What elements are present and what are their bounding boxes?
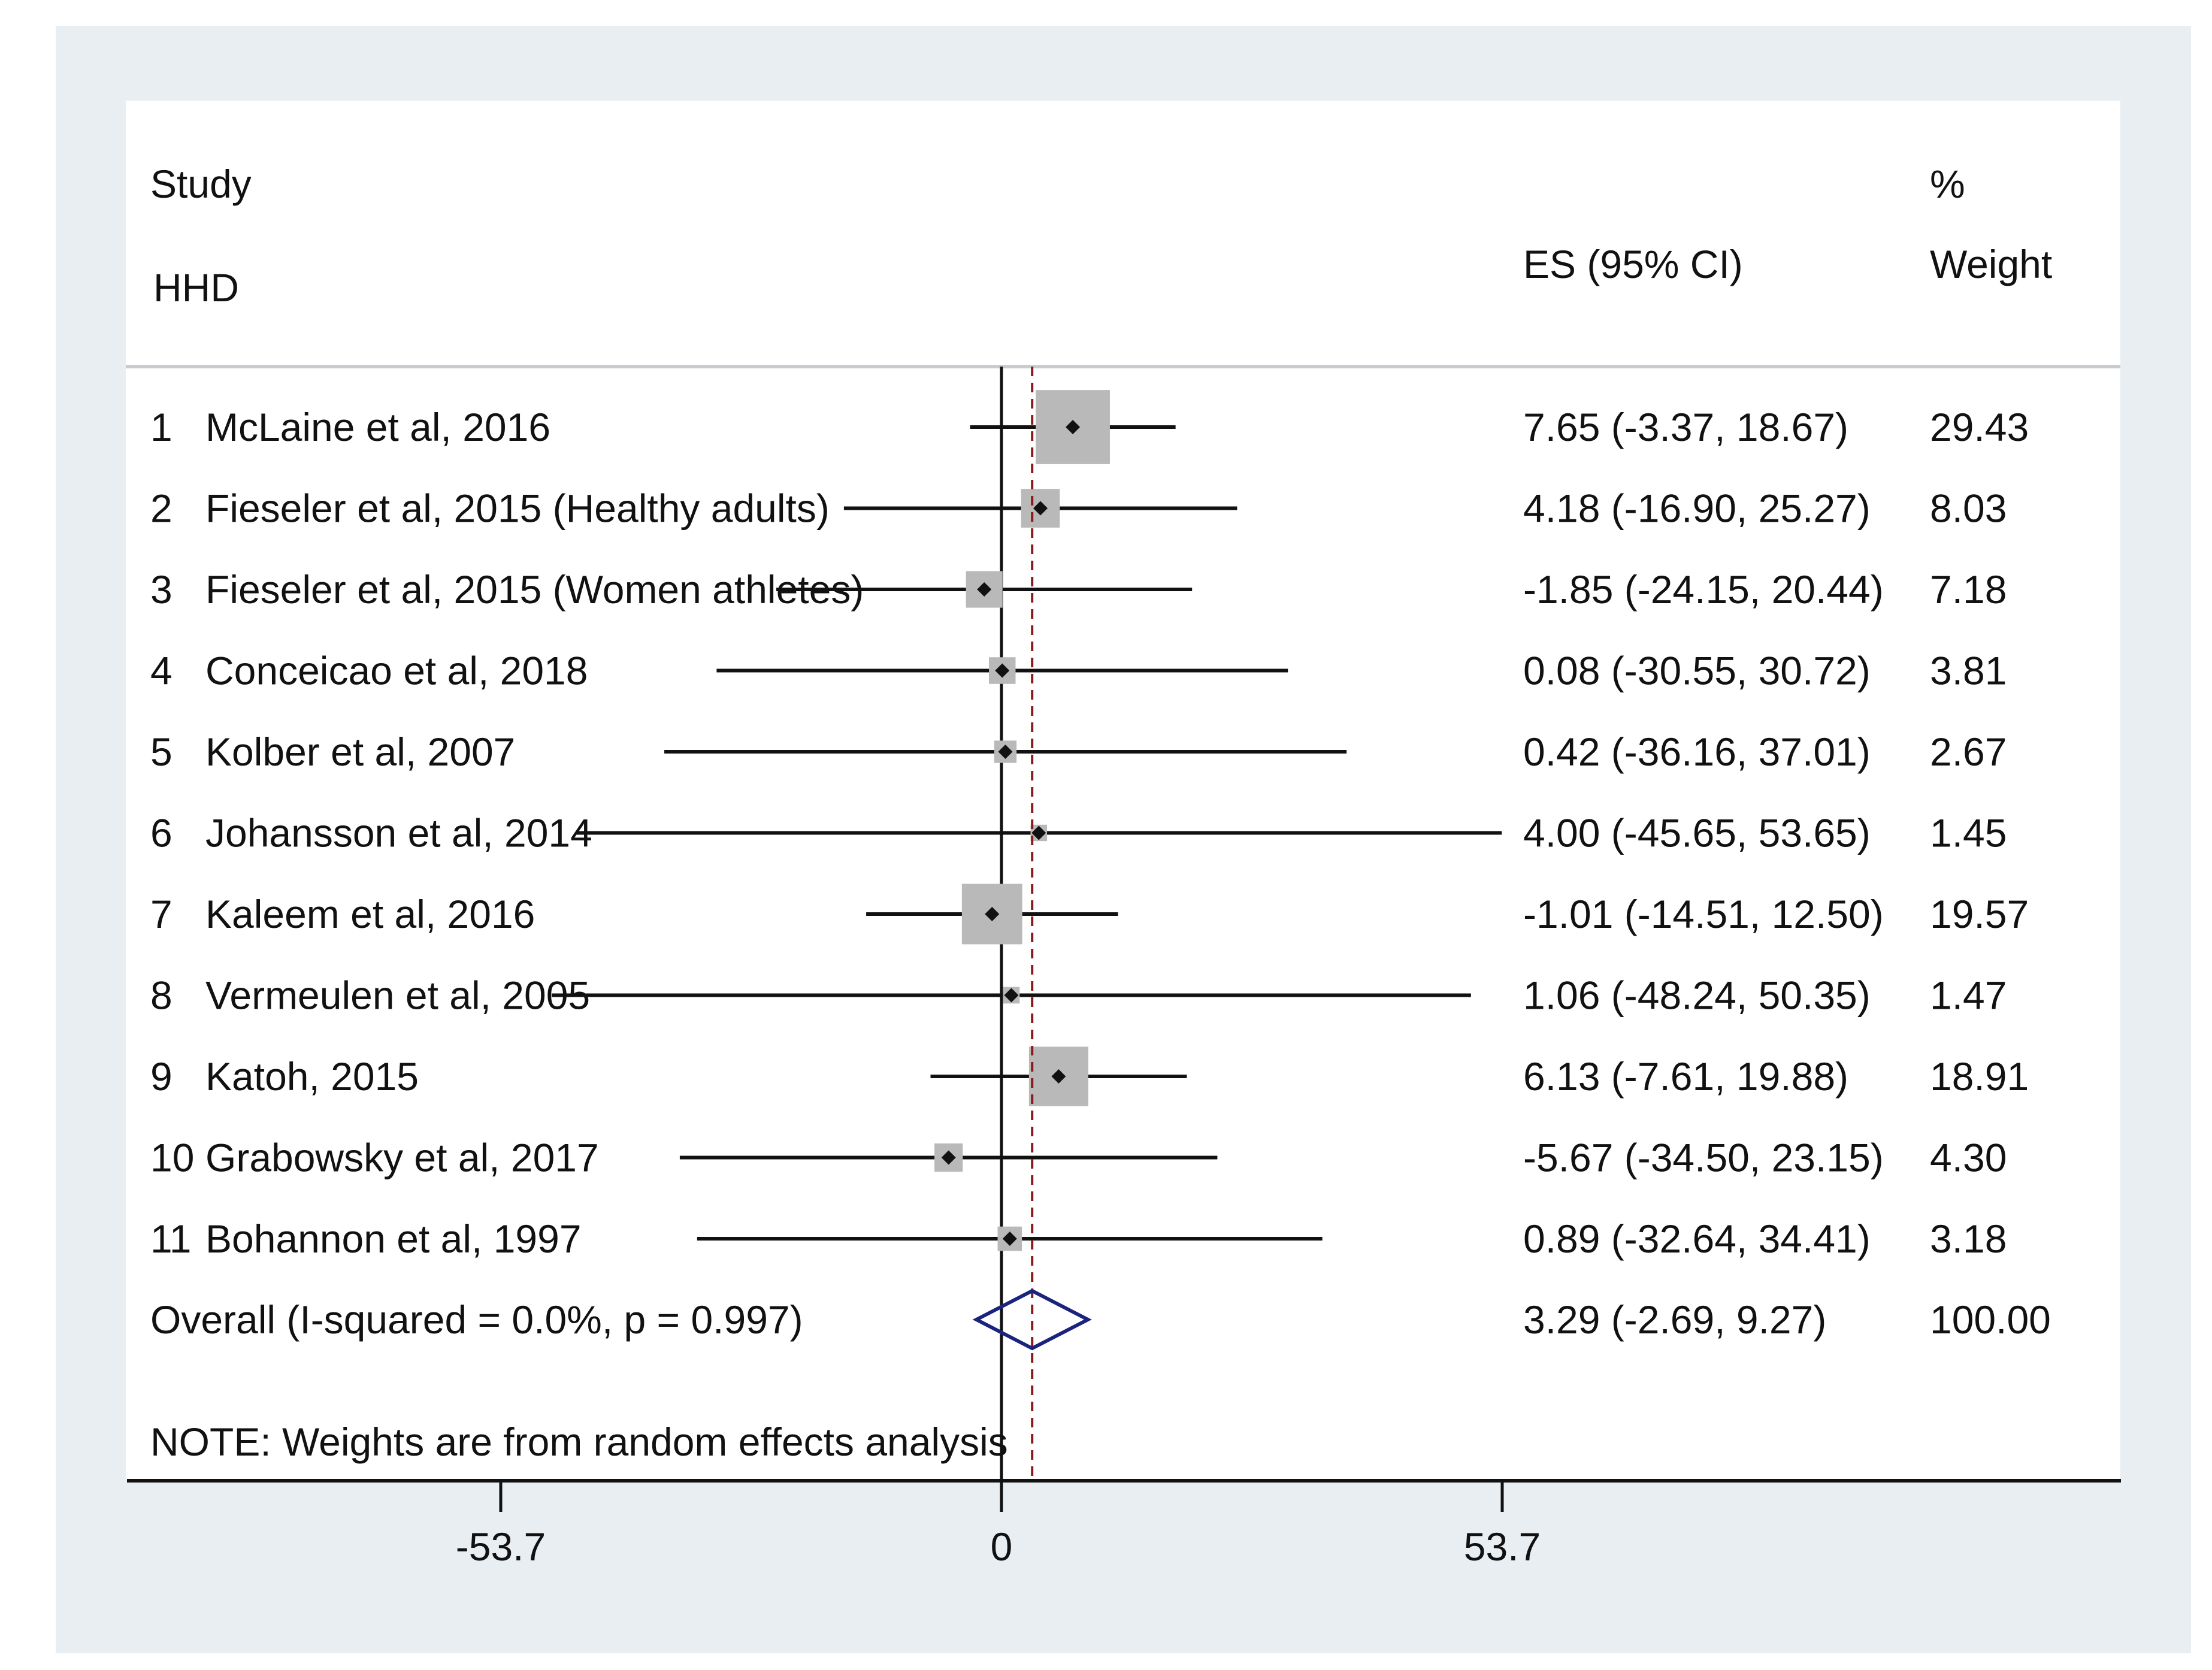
- study-es-ci: -1.01 (-14.51, 12.50): [1523, 892, 1884, 936]
- weights-note: NOTE: Weights are from random effects an…: [150, 1420, 1008, 1464]
- plot-panel: [126, 101, 2120, 1480]
- study-row-marks: [664, 740, 1347, 763]
- study-number: 7: [150, 892, 173, 936]
- study-number: 4: [150, 649, 173, 693]
- study-row-marks: [776, 571, 1193, 608]
- study-weight: 2.67: [1930, 730, 2007, 774]
- study-name: Bohannon et al, 1997: [205, 1217, 582, 1261]
- study-es-ci: 0.42 (-36.16, 37.01): [1523, 730, 1871, 774]
- study-es-ci: 6.13 (-7.61, 19.88): [1523, 1054, 1848, 1099]
- study-weight: 1.47: [1930, 973, 2007, 1018]
- study-es-ci: 7.65 (-3.37, 18.67): [1523, 405, 1848, 449]
- plot-layer: [127, 367, 2121, 1512]
- group-label: HHD: [153, 265, 239, 310]
- text-layer: Study HHD ES (95% CI) % Weight Overall (…: [150, 162, 2052, 1569]
- study-number: 5: [150, 730, 173, 774]
- study-number: 6: [150, 811, 173, 855]
- point-estimate: [985, 907, 1000, 921]
- study-number: 1: [150, 405, 173, 449]
- study-weight: 29.43: [1930, 405, 2029, 449]
- study-weight: 3.81: [1930, 649, 2007, 693]
- study-weight: 4.30: [1930, 1136, 2007, 1180]
- study-name: Vermeulen et al, 2005: [205, 973, 590, 1018]
- point-estimate: [977, 582, 992, 597]
- x-tick-label: 53.7: [1464, 1524, 1541, 1569]
- study-number: 3: [150, 567, 173, 612]
- study-name: Kaleem et al, 2016: [205, 892, 535, 936]
- study-number: 2: [150, 486, 173, 531]
- study-row-marks: [930, 1046, 1187, 1106]
- overall-weight-text: 100.00: [1930, 1297, 2051, 1342]
- point-estimate: [1002, 1232, 1017, 1246]
- study-es-ci: -5.67 (-34.50, 23.15): [1523, 1136, 1884, 1180]
- point-estimate: [941, 1150, 956, 1165]
- study-name: Fieseler et al, 2015 (Women athletes): [205, 567, 864, 612]
- point-estimate: [1066, 420, 1081, 434]
- point-estimate: [1051, 1069, 1066, 1084]
- x-tick-label: -53.7: [456, 1524, 546, 1569]
- study-number: 9: [150, 1054, 173, 1099]
- point-estimate: [1033, 501, 1048, 516]
- study-name: Kolber et al, 2007: [205, 730, 515, 774]
- study-name: Katoh, 2015: [205, 1054, 419, 1099]
- study-row-marks: [679, 1143, 1218, 1172]
- study-row-marks: [866, 884, 1118, 945]
- study-row-marks: [970, 390, 1176, 464]
- weight-header-top: %: [1930, 162, 1965, 206]
- overall-es-text: 3.29 (-2.69, 9.27): [1523, 1297, 1826, 1342]
- study-number: 10: [150, 1136, 194, 1180]
- study-es-ci: 4.18 (-16.90, 25.27): [1523, 486, 1871, 531]
- study-weight: 19.57: [1930, 892, 2029, 936]
- overall-label: Overall (I-squared = 0.0%, p = 0.997): [150, 1297, 803, 1342]
- study-row-marks: [697, 1226, 1323, 1251]
- point-estimate: [998, 745, 1013, 759]
- study-weight: 3.18: [1930, 1217, 2007, 1261]
- study-name: Grabowsky et al, 2017: [205, 1136, 599, 1180]
- study-name: Conceicao et al, 2018: [205, 649, 588, 693]
- study-es-ci: -1.85 (-24.15, 20.44): [1523, 567, 1884, 612]
- point-estimate: [1004, 988, 1019, 1003]
- study-number: 8: [150, 973, 173, 1018]
- study-weight: 7.18: [1930, 567, 2007, 612]
- x-tick-label: 0: [991, 1524, 1013, 1569]
- study-name: Johansson et al, 2014: [205, 811, 592, 855]
- study-row-marks: [716, 657, 1288, 684]
- study-es-ci: 0.08 (-30.55, 30.72): [1523, 649, 1871, 693]
- es-header: ES (95% CI): [1523, 242, 1743, 286]
- point-estimate: [995, 663, 1010, 678]
- weight-header-bottom: Weight: [1930, 242, 2052, 286]
- study-weight: 18.91: [1930, 1054, 2029, 1099]
- study-es-ci: 0.89 (-32.64, 34.41): [1523, 1217, 1871, 1261]
- study-weight: 8.03: [1930, 486, 2007, 531]
- study-es-ci: 1.06 (-48.24, 50.35): [1523, 973, 1871, 1018]
- study-es-ci: 4.00 (-45.65, 53.65): [1523, 811, 1871, 855]
- study-row-marks: [576, 824, 1502, 842]
- study-weight: 1.45: [1930, 811, 2007, 855]
- overall-diamond: [972, 1288, 1092, 1351]
- study-number: 11: [150, 1217, 192, 1261]
- point-estimate: [1031, 825, 1046, 840]
- study-row-marks: [843, 489, 1237, 528]
- study-name: Fieseler et al, 2015 (Healthy adults): [205, 486, 830, 531]
- study-header: Study: [150, 162, 252, 206]
- study-name: McLaine et al, 2016: [205, 405, 550, 449]
- study-row-marks: [552, 987, 1471, 1004]
